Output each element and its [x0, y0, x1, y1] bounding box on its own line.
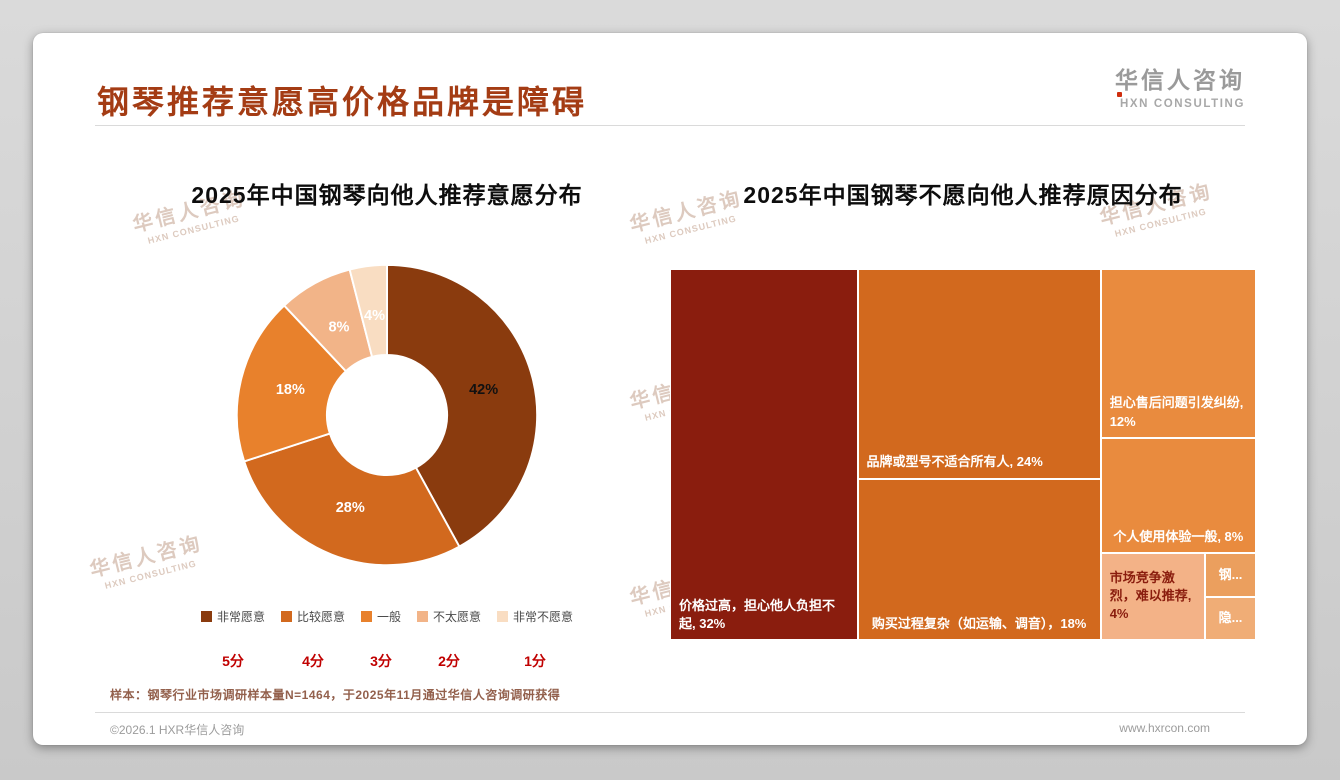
header-divider: [95, 125, 1245, 126]
treemap-cell-label: 价格过高，担心他人负担不起, 32%: [679, 597, 836, 631]
treemap-cell-label: 个人使用体验一般, 8%: [1113, 528, 1244, 544]
score-label: 4分: [302, 653, 324, 669]
donut-legend: 非常愿意 5分 比较愿意 4分 一般 3分 不太愿意 2分 非常不愿意 1分: [97, 608, 677, 671]
donut-segment: [235, 304, 348, 463]
legend-label: 非常不愿意: [513, 610, 574, 624]
legend-swatch-icon: [280, 611, 292, 622]
treemap-chart-section: 2025年中国钢琴不愿向他人推荐原因分布 价格过高，担心他人负担不起, 32% 品…: [670, 176, 1256, 640]
donut-segment-label: 28%: [336, 500, 365, 516]
website-text: www.hxrcon.com: [1119, 721, 1210, 735]
legend-label: 比较愿意: [296, 610, 345, 624]
legend-swatch-icon: [200, 611, 212, 622]
score-label: 2分: [438, 653, 460, 669]
donut-segment-label: 8%: [328, 320, 349, 336]
donut-segment-label: 4%: [364, 308, 385, 324]
company-logo: 华信人咨询 HXN CONSULTING: [1115, 61, 1245, 110]
legend-item: 不太愿意: [417, 608, 481, 625]
treemap-cell: 价格过高，担心他人负担不起, 32%: [670, 269, 858, 640]
legend-label: 不太愿意: [433, 610, 482, 624]
legend-item: 比较愿意: [280, 608, 345, 625]
sample-note: 样本：钢琴行业市场调研样本量N=1464，于2025年11月通过华信人咨询调研获…: [110, 688, 561, 702]
treemap-cell: 隐...: [1205, 596, 1256, 640]
score-label: 1分: [524, 653, 546, 669]
donut-segment: [386, 263, 539, 548]
treemap-cell: 钢...: [1205, 552, 1256, 597]
treemap-cell: 个人使用体验一般, 8%: [1100, 437, 1256, 553]
legend-column: 非常不愿意 1分: [497, 608, 573, 671]
legend-item: 非常不愿意: [497, 608, 573, 625]
logo-name: 华信人咨询: [1115, 67, 1245, 93]
donut-chart: 42% 28% 18% 8% 4%: [235, 263, 539, 567]
legend-item: 非常愿意: [200, 608, 265, 625]
legend-column: 不太愿意 2分: [417, 608, 481, 671]
treemap-cell-label: 市场竞争激烈，难以推荐, 4%: [1109, 570, 1192, 622]
treemap-cell-label: 购买过程复杂（如运输、调音），18%: [871, 615, 1087, 631]
legend-column: 非常愿意 5分: [200, 608, 265, 671]
donut-segment: [242, 432, 461, 567]
legend-column: 一般 3分: [360, 608, 401, 671]
donut-segment-label: 42%: [469, 382, 498, 398]
legend-swatch-icon: [360, 611, 372, 622]
treemap-cell: 购买过程复杂（如运输、调音），18%: [857, 478, 1101, 640]
legend-column: 比较愿意 4分: [280, 608, 345, 671]
footer-divider: [95, 712, 1245, 713]
treemap-cell: 担心售后问题引发纠纷, 12%: [1100, 269, 1256, 438]
legend-label: 一般: [376, 610, 401, 624]
treemap-cell-label: 品牌或型号不适合所有人, 24%: [866, 454, 1043, 470]
legend-swatch-icon: [417, 611, 428, 622]
treemap-chart: 价格过高，担心他人负担不起, 32% 品牌或型号不适合所有人, 24% 购买过程复杂…: [670, 269, 1256, 640]
donut-chart-section: 2025年中国钢琴向他人推荐意愿分布 42% 28% 18% 8% 4% 非常愿意 5分 比…: [97, 176, 677, 671]
copyright-text: ©2026.1 HXR华信人咨询: [110, 723, 245, 737]
logo-subtitle: HXN CONSULTING: [1119, 98, 1245, 110]
treemap-cell: 品牌或型号不适合所有人, 24%: [857, 269, 1101, 479]
donut-segment: [348, 263, 388, 359]
donut-chart-title: 2025年中国钢琴向他人推荐意愿分布: [191, 182, 583, 208]
legend-label: 非常愿意: [216, 610, 265, 624]
treemap-cell-label: 钢...: [1218, 566, 1243, 582]
treemap-chart-title: 2025年中国钢琴不愿向他人推荐原因分布: [743, 182, 1183, 208]
treemap-cell-label: 隐...: [1218, 610, 1243, 626]
score-label: 3分: [370, 653, 392, 669]
legend-swatch-icon: [497, 611, 509, 622]
donut-segment-label: 18%: [276, 382, 305, 398]
score-label: 5分: [222, 653, 244, 669]
treemap-cell: 市场竞争激烈，难以推荐, 4%: [1100, 552, 1205, 640]
slide-card: 华信人咨询 HXN CONSULTING 华信人咨询 HXN CONSULTIN…: [33, 33, 1307, 745]
legend-item: 一般: [360, 608, 401, 625]
logo-red-accent: [1117, 92, 1122, 97]
treemap-cell-label: 担心售后问题引发纠纷, 12%: [1109, 395, 1244, 429]
slide-title: 钢琴推荐意愿高价格品牌是障碍: [97, 84, 588, 120]
